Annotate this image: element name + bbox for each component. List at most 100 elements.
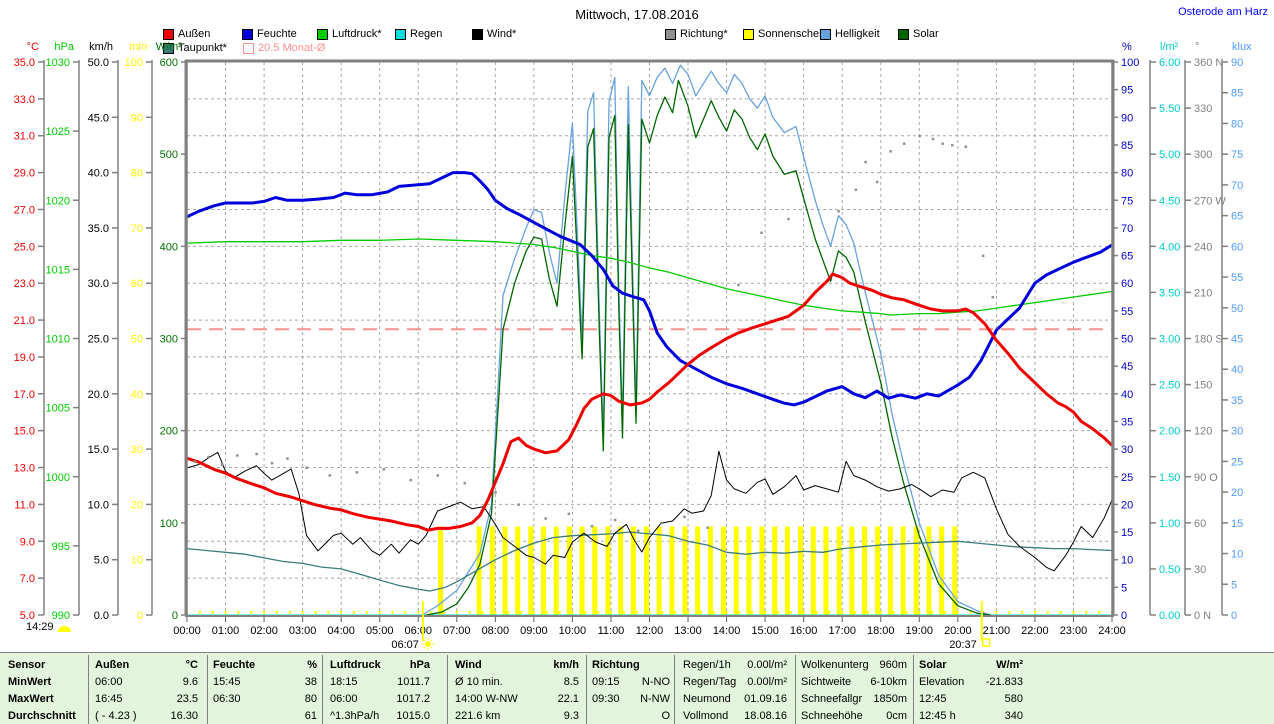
axis-text: 13.0 <box>14 463 35 475</box>
axis-text: 15 <box>1121 527 1133 539</box>
cell-label: Richtung <box>592 659 640 671</box>
axis-text: 4.00 <box>1159 241 1180 253</box>
table-cell: 09:30 N-NW <box>592 691 670 708</box>
richtung-dot <box>918 134 921 138</box>
axis-text: 15.0 <box>14 426 35 438</box>
axis-text: 1000 <box>46 472 70 484</box>
axis-text: 30.0 <box>88 278 109 290</box>
table-cell: 15:45 38 <box>213 674 317 691</box>
richtung-dot <box>544 517 547 520</box>
axis-text: 80 <box>1231 118 1243 130</box>
axis-text: 45 <box>1121 361 1133 373</box>
richtung-dot <box>660 521 663 525</box>
axis-text: 27.0 <box>14 204 35 216</box>
cell-label: Sensor <box>8 659 46 671</box>
axis-text: 75 <box>1121 195 1133 207</box>
sunshine-bar <box>476 526 482 615</box>
cell-value: 8.5 <box>563 676 579 688</box>
table-cell: 16:45 23.5 <box>95 691 198 708</box>
richtung-dot <box>382 468 386 471</box>
cell-value: 9.6 <box>182 676 198 688</box>
axis-text: 35.0 <box>14 57 35 69</box>
cell-label: Vollmond <box>683 710 729 722</box>
axis-text: 5 <box>1231 579 1237 591</box>
cell-value: W/m² <box>996 659 1023 671</box>
legend-item-regen: Regen <box>395 28 442 40</box>
cell-label: Ø 10 min. <box>455 676 503 688</box>
axis-text: 55 <box>1121 306 1133 318</box>
table-cell: ^1.3hPa/h 1015.0 <box>330 708 430 724</box>
sunshine-bar <box>733 526 739 615</box>
cell-value: 0.00l/m² <box>747 676 787 688</box>
sunrise-sun-icon <box>424 641 431 647</box>
table-cell: 14:00 W-NW 22.1 <box>455 691 579 708</box>
axis-text: 90 <box>1231 57 1243 69</box>
table-separator <box>795 655 796 724</box>
legend-label: Helligkeit <box>835 28 880 40</box>
sunshine-bar <box>810 526 816 615</box>
axis-text: 70 <box>1231 180 1243 192</box>
table-separator <box>586 655 587 724</box>
legend-item-wind-: Wind* <box>472 28 516 40</box>
axis-text: 60 <box>1121 278 1133 290</box>
axis-text: 300 <box>1194 149 1212 161</box>
daylight-duration: 14:29 <box>26 621 71 633</box>
cell-label: 06:00 <box>95 676 123 688</box>
richtung-dot <box>613 518 617 522</box>
table-cell: 12:45 h 340 <box>919 708 1023 724</box>
axis-text: 85 <box>1231 88 1243 100</box>
cell-label: Neumond <box>683 693 731 705</box>
axis-text: 25 <box>1231 456 1243 468</box>
table-separator <box>913 655 914 724</box>
cell-value: 01.09.16 <box>744 693 787 705</box>
sunshine-bar <box>566 526 572 615</box>
table-cell: Schneefallgr 1850m <box>801 691 907 708</box>
axis-text: 60 <box>1194 518 1206 530</box>
axis-text: 20.0 <box>88 389 109 401</box>
axis-text: 1.00 <box>1159 518 1180 530</box>
table-column: Außen °C 06:00 9.6 16:45 23.5 ( - 4.23 ) 16.30 <box>95 657 198 724</box>
richtung-dot <box>567 512 571 516</box>
axis-text: 16:00 <box>790 625 818 637</box>
legend-item-20-5-monat-: 20.5 Monat-Ø <box>243 42 325 54</box>
axis-text: 4.50 <box>1159 195 1180 207</box>
sunshine-bar <box>669 526 675 615</box>
axis-text: 65 <box>1121 251 1133 263</box>
series-auen-line <box>186 272 1114 532</box>
table-separator <box>447 655 448 724</box>
richtung-dot <box>981 254 985 258</box>
axis-text: 360 N <box>1194 57 1223 69</box>
table-column: Solar W/m² Elevation -21.833 12:45 580 12:45 h… <box>919 657 1023 724</box>
axis-text: 0.00 <box>1159 610 1180 622</box>
cell-value: 0.00l/m² <box>747 659 787 671</box>
table-cell: 06:00 1017.2 <box>330 691 430 708</box>
axis-text: 25.0 <box>88 334 109 346</box>
sunshine-bar <box>605 526 611 615</box>
cell-label: Regen/Tag <box>683 676 737 688</box>
sunshine-bar <box>695 526 701 615</box>
cell-value: 38 <box>304 676 317 688</box>
axis-text: 150 <box>1194 380 1212 392</box>
axis-text: 09:00 <box>520 625 548 637</box>
cell-value: 9.3 <box>563 710 579 722</box>
cell-value: % <box>307 659 317 671</box>
axis-text: 1020 <box>46 195 70 207</box>
richtung-dot <box>193 460 197 463</box>
sunshine-bar <box>489 526 495 615</box>
richtung-dot <box>270 461 274 465</box>
cell-label: 06:00 <box>330 693 358 705</box>
axis-text: 05:00 <box>366 625 394 637</box>
richtung-dot <box>875 180 879 184</box>
axis-text: 500 <box>160 149 178 161</box>
table-cell: Feuchte% <box>213 657 317 674</box>
sunshine-bar <box>862 526 868 615</box>
axis-text: 5.0 <box>20 610 35 622</box>
richtung-dot <box>436 474 440 477</box>
sunshine-bar <box>502 526 508 615</box>
cell-label: Elevation <box>919 676 965 688</box>
axis-text: 120 <box>1194 426 1212 438</box>
sunshine-bar <box>643 526 649 615</box>
axis-text: 270 W <box>1194 195 1226 207</box>
station-link[interactable]: Osterode am Harz <box>1178 6 1268 18</box>
